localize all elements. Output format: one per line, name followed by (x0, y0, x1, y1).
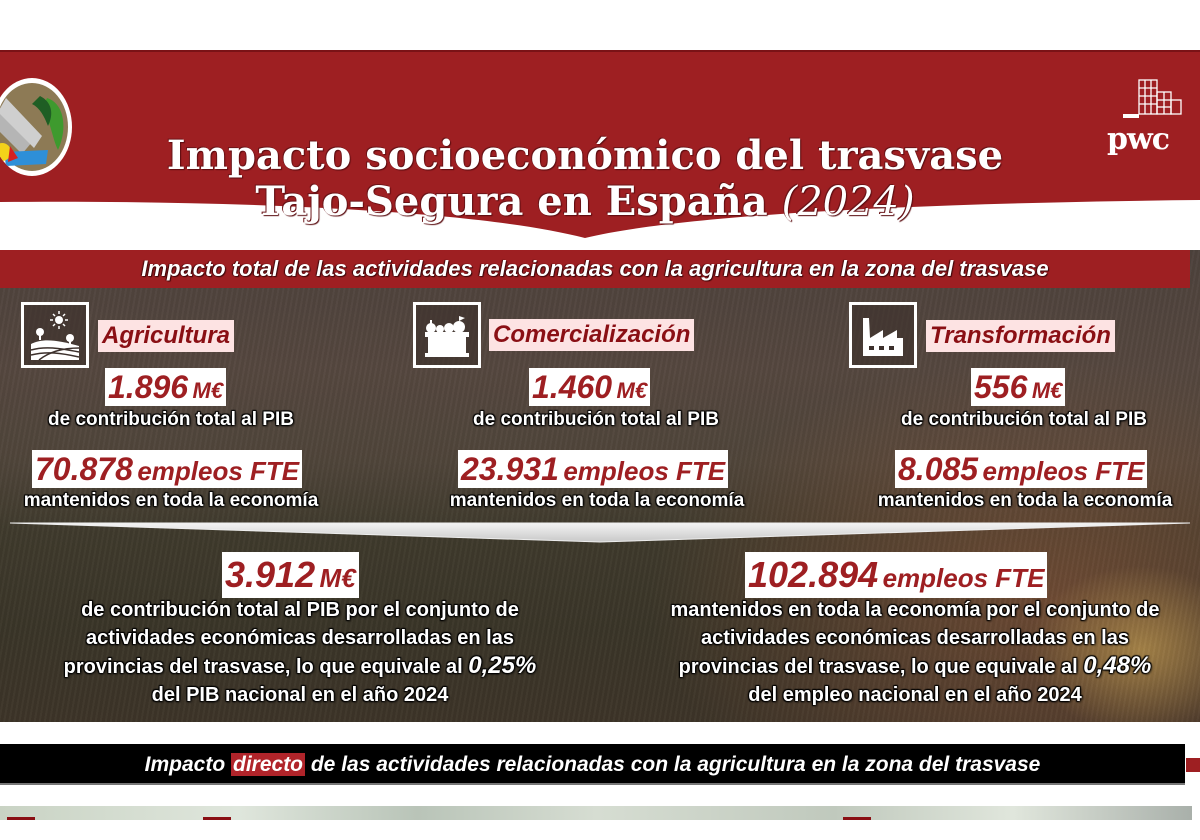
trasvase-logo (0, 78, 72, 176)
summary-divider-arrow (9, 522, 1191, 543)
agricultura-jobs-value: 70.878 empleos FTE (32, 450, 303, 488)
total-jobs-line-1: mantenidos en toda la economía por el co… (670, 599, 1160, 621)
agricultura-pib-value: 1.896 M€ (105, 368, 227, 406)
total-pib-line-1: de contribución total al PIB por el conj… (81, 599, 519, 621)
direct-impact-title: Impacto directo de las actividades relac… (0, 744, 1185, 785)
total-jobs-percentage: 0,48% (1083, 652, 1152, 679)
comercializacion-jobs-value: 23.931 empleos FTE (458, 450, 729, 488)
total-pib-line-4: del PIB nacional en el año 2024 (151, 684, 449, 706)
total-impact-title: Impacto total de las actividades relacio… (0, 250, 1190, 288)
total-pib-number: 3.912 (225, 554, 316, 595)
total-jobs-line-4: del empleo nacional en el año 2024 (748, 684, 1082, 706)
transformacion-pib-value: 556 M€ (971, 368, 1066, 406)
total-pib-value: 3.912 M€ (222, 552, 359, 598)
comercializacion-pib-unit: M€ (616, 378, 648, 403)
transformacion-jobs-number: 8.085 (898, 451, 979, 487)
total-pib-percentage: 0,25% (468, 652, 537, 679)
agricultura-jobs-number: 70.878 (35, 451, 133, 487)
transformacion-jobs-value: 8.085 empleos FTE (895, 450, 1148, 488)
comercializacion-jobs-unit: empleos FTE (563, 456, 726, 486)
category-label-transformacion: Transformación (926, 320, 1115, 352)
pwc-logo: pwc (1105, 78, 1185, 158)
total-pib-line-2: actividades económicas desarrolladas en … (86, 627, 514, 649)
total-jobs-number: 102.894 (748, 554, 879, 595)
total-jobs-value: 102.894 empleos FTE (745, 552, 1048, 598)
total-jobs-line-2: actividades económicas desarrolladas en … (701, 627, 1129, 649)
category-label-comercializacion: Comercialización (489, 319, 695, 351)
total-pib-line-3-text: provincias del trasvase, lo que equivale… (63, 656, 463, 678)
marble-tab-2 (203, 817, 231, 820)
title-year: (2024) (781, 179, 915, 225)
transformacion-icon-box (849, 302, 917, 368)
farm-field-icon (30, 311, 80, 360)
transformacion-pib-caption: de contribución total al PIB (901, 409, 1147, 430)
marble-strip (0, 806, 1192, 820)
agricultura-jobs-unit: empleos FTE (137, 456, 300, 486)
total-pib-line-3: provincias del trasvase, lo que equivale… (20, 652, 580, 681)
comercializacion-jobs-caption: mantenidos en toda la economía (449, 490, 745, 511)
comercializacion-jobs-number: 23.931 (461, 451, 559, 487)
direct-title-prefix: Impacto (144, 753, 226, 776)
pwc-wordmark: pwc (1107, 122, 1170, 157)
title-line-2-text: Tajo-Segura en España (255, 178, 768, 225)
direct-title-suffix: de las actividades relacionadas con la a… (310, 753, 1041, 776)
comercializacion-pib-value: 1.460 M€ (529, 368, 651, 406)
comercializacion-icon-box (413, 302, 481, 368)
total-jobs-unit: empleos FTE (882, 563, 1045, 593)
direct-bar-tab (1186, 758, 1200, 772)
comercializacion-pib-number: 1.460 (532, 369, 613, 405)
marble-tab-1 (7, 817, 35, 820)
total-pib-unit: M€ (319, 563, 356, 593)
agricultura-pib-unit: M€ (192, 378, 224, 403)
agricultura-pib-caption: de contribución total al PIB (48, 409, 294, 430)
marble-tab-3 (843, 817, 871, 820)
header-banner: Impacto socioeconómico del trasvase Tajo… (0, 50, 1200, 240)
transformacion-jobs-caption: mantenidos en toda la economía (877, 490, 1173, 511)
total-pib-description: de contribución total al PIB por el conj… (20, 596, 580, 709)
agricultura-icon-box (21, 302, 89, 368)
total-jobs-line-3-text: provincias del trasvase, lo que equivale… (678, 656, 1078, 678)
banner-background (0, 50, 1200, 238)
comercializacion-pib-caption: de contribución total al PIB (473, 409, 719, 430)
transformacion-jobs-unit: empleos FTE (982, 456, 1145, 486)
page-title: Impacto socioeconómico del trasvase Tajo… (0, 132, 1160, 226)
market-stall-icon (425, 316, 469, 357)
pwc-building-icon (1123, 79, 1182, 118)
title-line-2: Tajo-Segura en España (2024) (10, 178, 1160, 226)
title-line-1: Impacto socioeconómico del trasvase (166, 132, 1004, 179)
pipeline-logo-icon (0, 83, 68, 171)
agricultura-pib-number: 1.896 (108, 369, 189, 405)
direct-title-highlight: directo (231, 753, 306, 776)
transformacion-pib-number: 556 (974, 369, 1028, 405)
total-jobs-description: mantenidos en toda la economía por el co… (630, 596, 1200, 709)
agricultura-jobs-caption: mantenidos en toda la economía (23, 490, 319, 511)
transformacion-pib-unit: M€ (1031, 378, 1063, 403)
factory-icon (863, 318, 903, 356)
category-label-agricultura: Agricultura (98, 320, 235, 352)
total-jobs-line-3: provincias del trasvase, lo que equivale… (630, 652, 1200, 681)
